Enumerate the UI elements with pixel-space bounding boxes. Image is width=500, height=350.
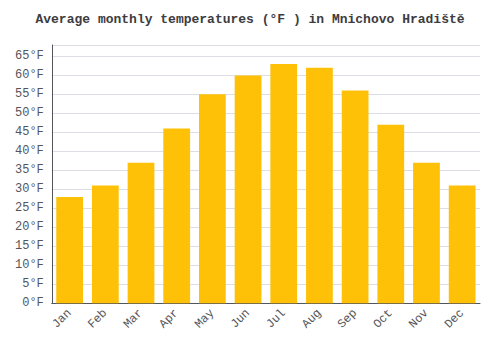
svg-text:May: May — [192, 306, 217, 331]
svg-text:Sep: Sep — [335, 306, 360, 331]
svg-text:Oct: Oct — [371, 306, 396, 331]
svg-text:65°F: 65°F — [15, 49, 44, 63]
svg-text:25°F: 25°F — [15, 201, 44, 215]
svg-text:Nov: Nov — [406, 306, 431, 331]
svg-text:0°F: 0°F — [22, 296, 44, 310]
svg-text:10°F: 10°F — [15, 258, 44, 272]
svg-text:60°F: 60°F — [15, 68, 44, 82]
svg-text:Feb: Feb — [85, 306, 110, 331]
svg-text:45°F: 45°F — [15, 125, 44, 139]
svg-text:55°F: 55°F — [15, 87, 44, 101]
svg-text:Jul: Jul — [264, 306, 289, 331]
svg-text:Dec: Dec — [442, 306, 467, 331]
svg-text:Jan: Jan — [49, 306, 74, 331]
svg-text:5°F: 5°F — [22, 277, 44, 291]
svg-text:Mar: Mar — [121, 306, 146, 331]
svg-text:35°F: 35°F — [15, 163, 44, 177]
svg-text:Jun: Jun — [228, 306, 253, 331]
svg-text:20°F: 20°F — [15, 220, 44, 234]
svg-text:Aug: Aug — [299, 306, 324, 331]
svg-text:Apr: Apr — [156, 306, 181, 331]
svg-text:15°F: 15°F — [15, 239, 44, 253]
svg-text:Average monthly temperatures (: Average monthly temperatures (°F ) in Mn… — [35, 12, 464, 27]
svg-text:40°F: 40°F — [15, 144, 44, 158]
svg-text:30°F: 30°F — [15, 182, 44, 196]
svg-text:50°F: 50°F — [15, 106, 44, 120]
